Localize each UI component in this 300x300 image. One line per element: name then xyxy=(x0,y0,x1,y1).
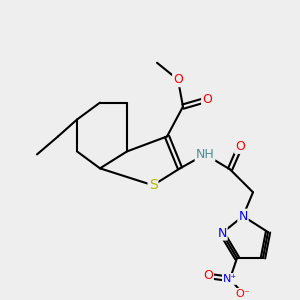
Text: O: O xyxy=(203,269,213,282)
Text: S: S xyxy=(148,178,158,192)
Text: N: N xyxy=(217,226,227,240)
Text: O⁻: O⁻ xyxy=(236,289,250,299)
Text: O: O xyxy=(202,93,212,106)
Text: N: N xyxy=(238,210,248,223)
Text: O: O xyxy=(235,140,245,153)
Text: O: O xyxy=(173,73,183,86)
Text: N⁺: N⁺ xyxy=(223,274,237,284)
Text: NH: NH xyxy=(196,148,214,161)
